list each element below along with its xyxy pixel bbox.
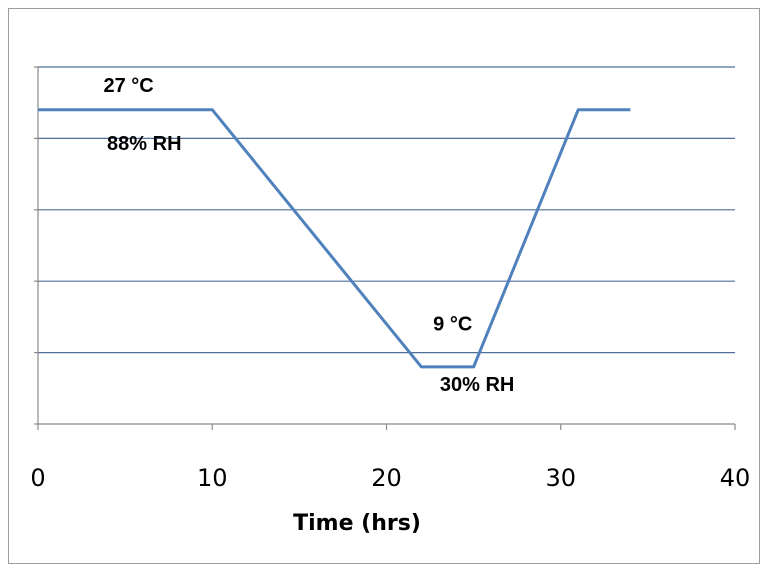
x-tick-label-2: 20 [371,464,402,492]
chart-frame [8,8,760,564]
annotation-1: 88% RH [107,133,181,155]
x-tick-label-4: 40 [720,464,751,492]
annotation-0: 27 °C [103,75,153,97]
x-tick-label-0: 0 [30,464,45,492]
gridlines [38,66,735,354]
annotations: 27 °C 88% RH 9 °C 30% RH [103,75,514,396]
x-axis-title: Time (hrs) [293,511,421,536]
series-layer [37,108,631,369]
x-tick-labels: 0 10 20 30 40 [30,464,750,492]
annotation-3: 30% RH [440,374,514,396]
x-tick-label-1: 10 [197,464,228,492]
annotation-2: 9 °C [433,313,472,335]
axes [34,66,736,430]
x-tick-label-3: 30 [545,464,576,492]
series-line-0 [38,108,631,369]
